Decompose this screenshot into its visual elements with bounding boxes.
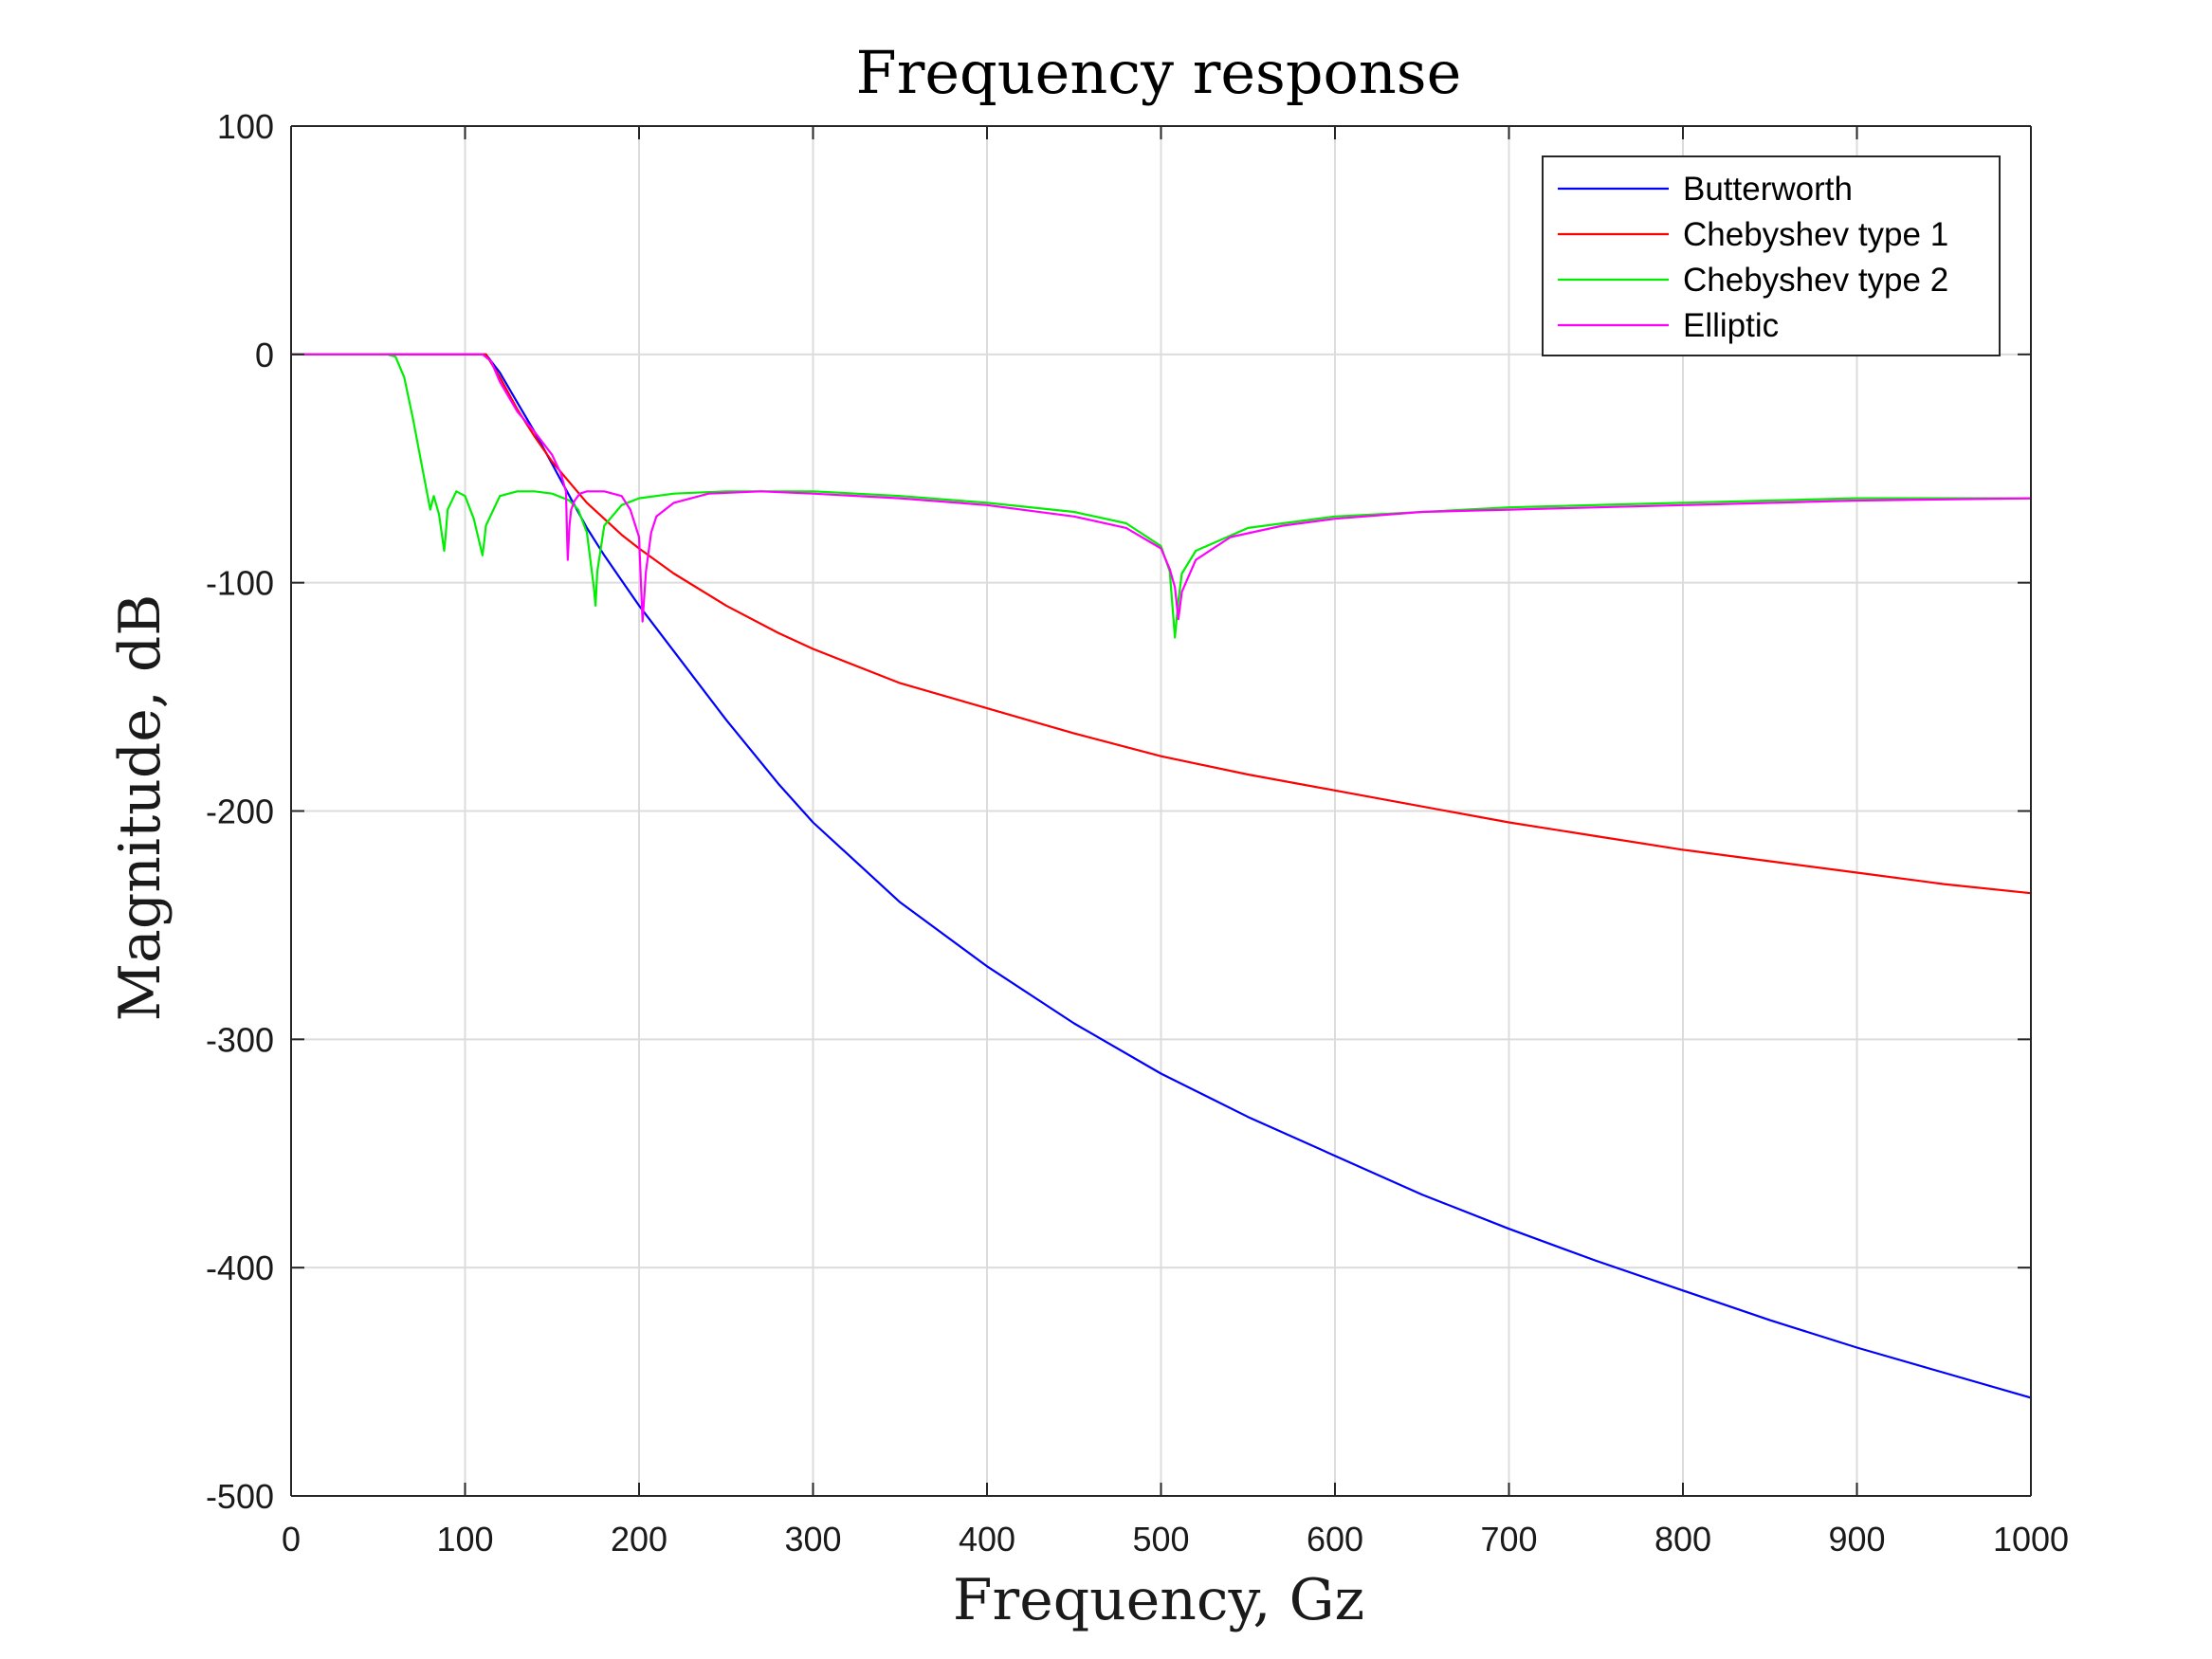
series-line-chebyshev-type-1 xyxy=(291,353,2032,895)
y-tick-label: -300 xyxy=(206,1020,274,1059)
series-line-elliptic xyxy=(291,353,2032,623)
legend-label-chebyshev-type-2: Chebyshev type 2 xyxy=(1683,262,1948,299)
axes xyxy=(290,125,2032,1497)
y-tick-label: 0 xyxy=(255,336,274,374)
legend-label-chebyshev-type-1: Chebyshev type 1 xyxy=(1683,216,1948,253)
y-tick-label: -400 xyxy=(206,1249,274,1287)
grid xyxy=(291,126,2031,1496)
legend-label-elliptic: Elliptic xyxy=(1683,307,1779,344)
x-tick-label: 500 xyxy=(1132,1520,1189,1559)
x-tick-label: 1000 xyxy=(1993,1520,2069,1559)
legend-items: Butterworth Chebyshev type 1 Chebyshev typ… xyxy=(1558,171,1948,344)
x-tick-label: 100 xyxy=(436,1520,493,1559)
series-group xyxy=(291,353,2032,1399)
y-tick-label: -500 xyxy=(206,1477,274,1516)
x-tick-label: 800 xyxy=(1654,1520,1711,1559)
legend-label-butterworth: Butterworth xyxy=(1683,171,1853,208)
x-tick-label: 300 xyxy=(784,1520,841,1559)
x-tick-label: 900 xyxy=(1828,1520,1885,1559)
tick-labels: 0 100 200 300 400 500 600 700 800 900 10001000-100… xyxy=(206,107,2069,1559)
series-line-butterworth xyxy=(291,353,2032,1399)
chart-title: Frequency response xyxy=(856,38,1462,107)
x-tick-label: 200 xyxy=(611,1520,667,1559)
x-axis-label: Frequency, Gz xyxy=(953,1567,1364,1633)
y-tick-label: 100 xyxy=(217,107,274,146)
y-axis-label: Magnitude, dB xyxy=(107,594,174,1022)
legend: Butterworth Chebyshev type 1 Chebyshev typ… xyxy=(1542,155,2001,356)
y-tick-label: -200 xyxy=(206,793,274,831)
x-tick-label: 600 xyxy=(1307,1520,1363,1559)
x-tick-label: 400 xyxy=(959,1520,1015,1559)
x-tick-label: 700 xyxy=(1480,1520,1537,1559)
x-tick-label: 0 xyxy=(282,1520,301,1559)
y-tick-label: -100 xyxy=(206,564,274,603)
